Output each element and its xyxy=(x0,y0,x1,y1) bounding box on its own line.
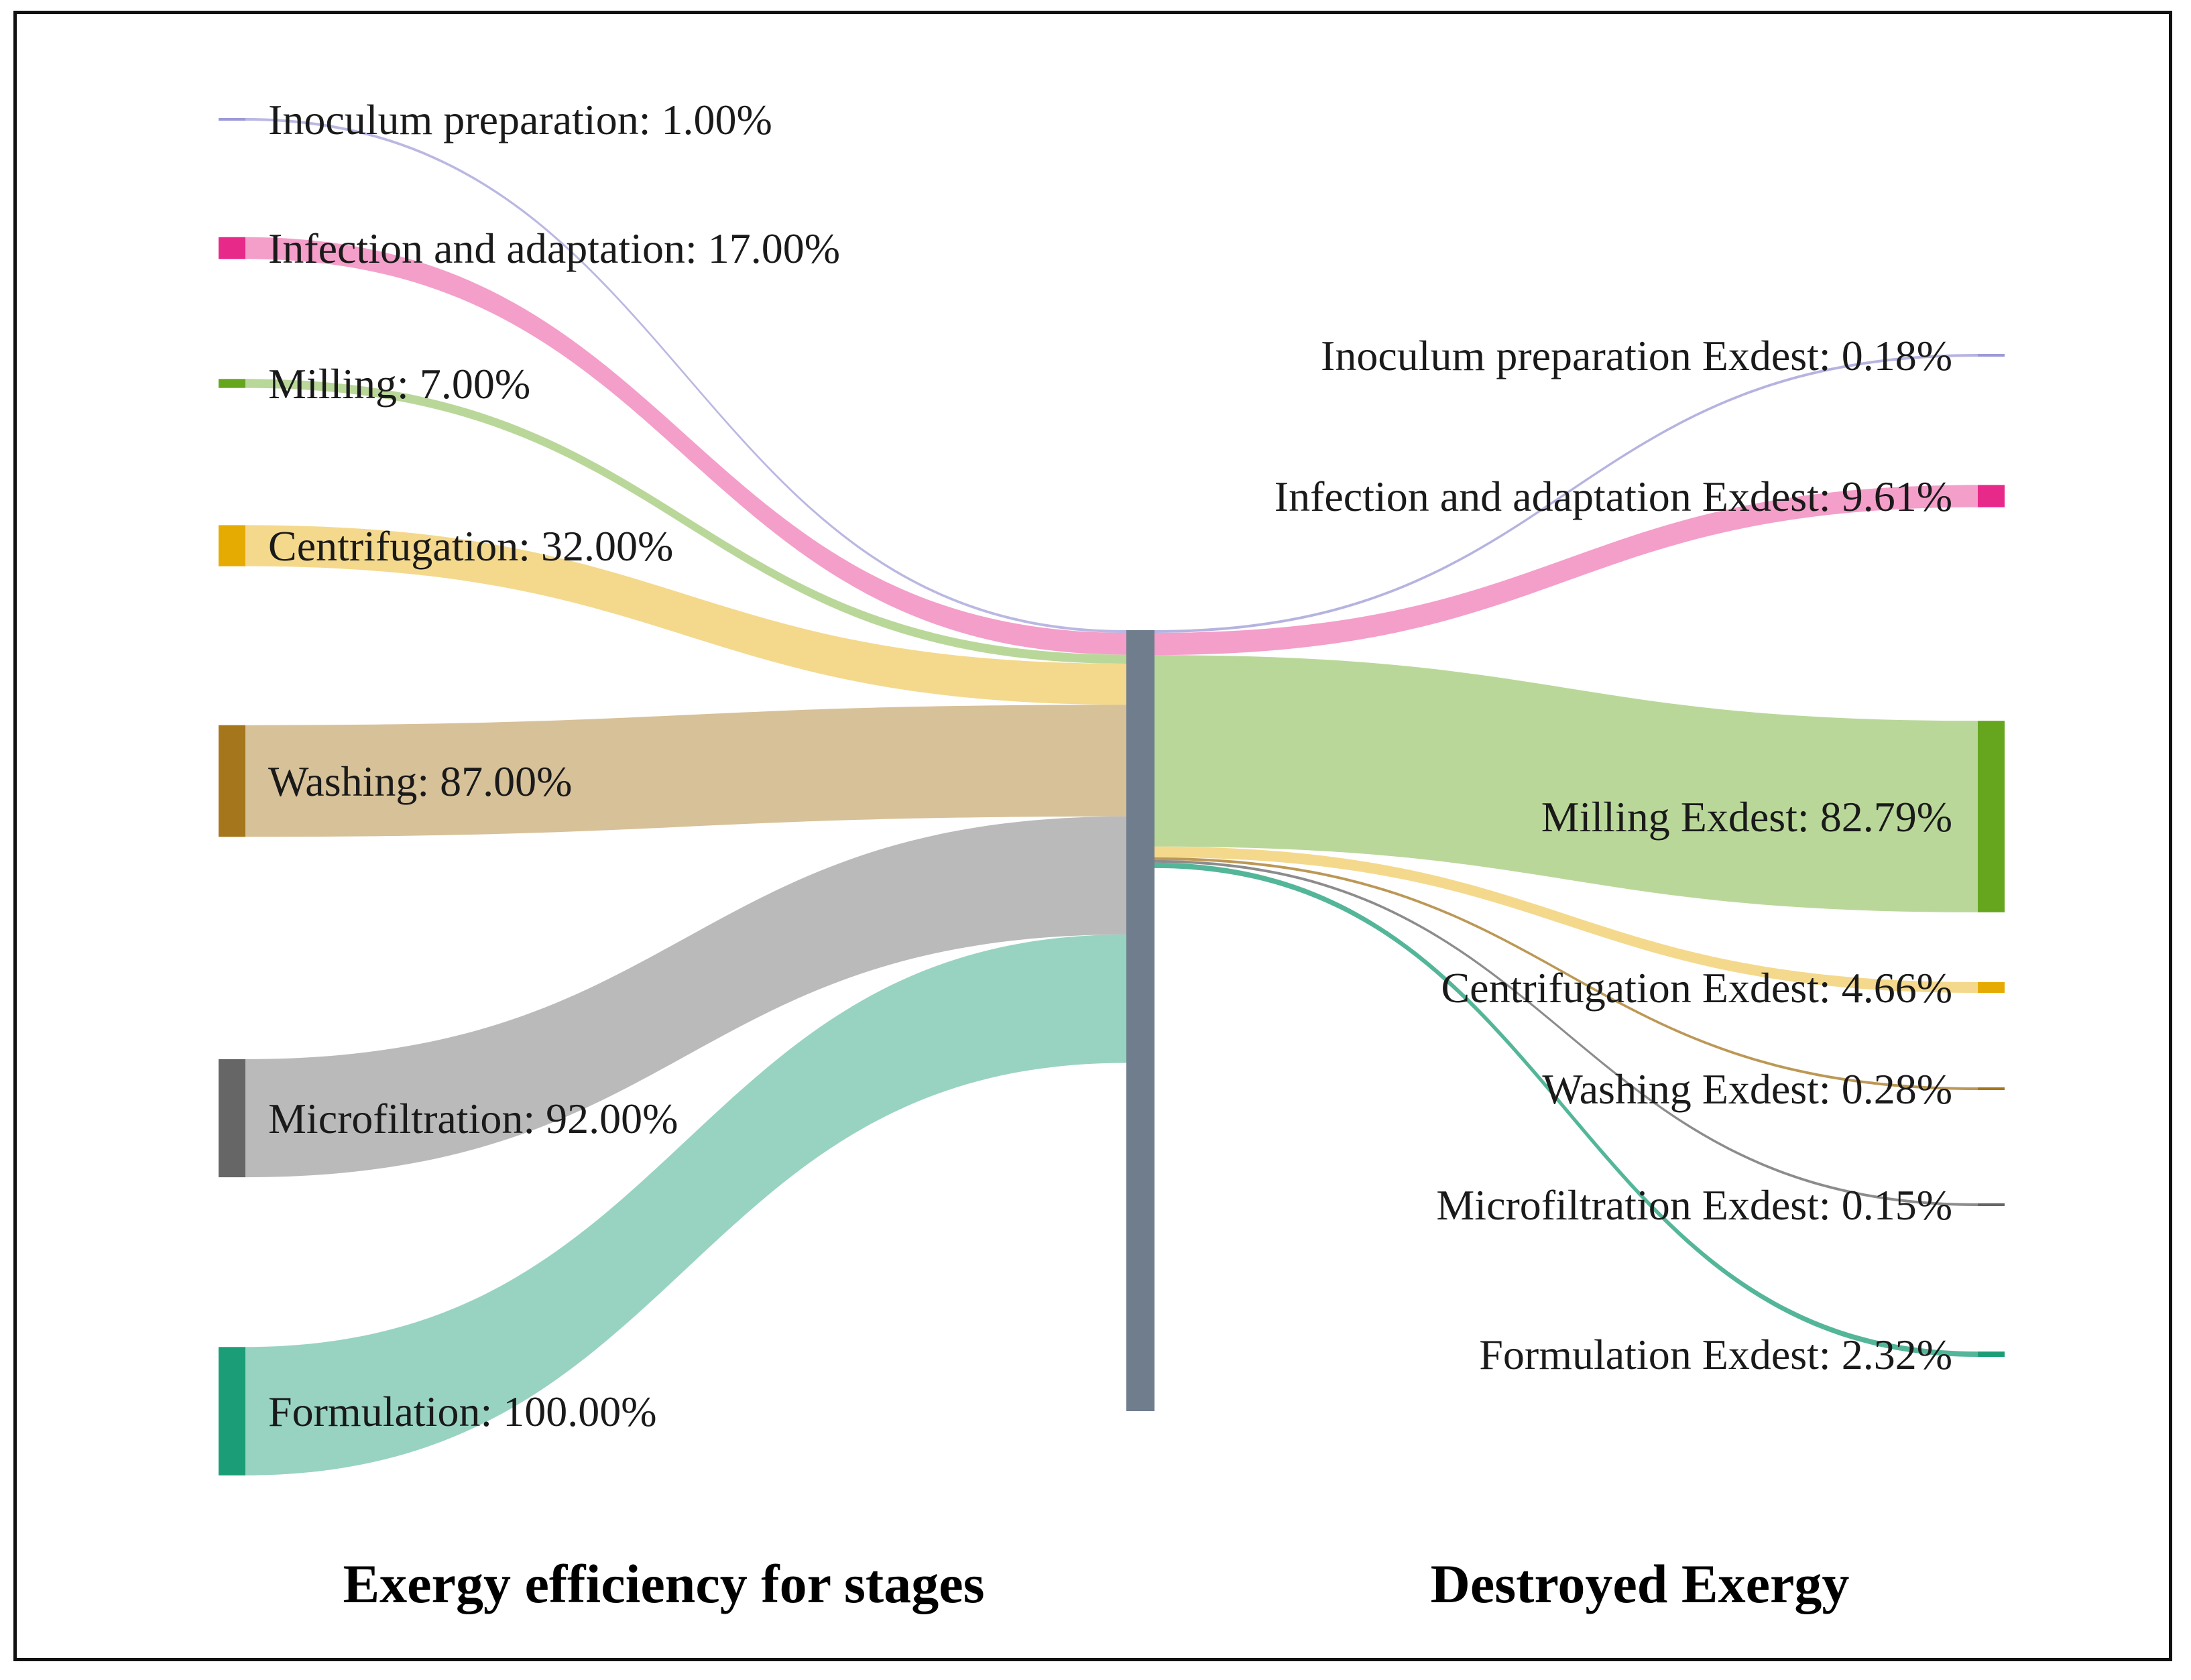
source-link-microfiltration xyxy=(245,816,1126,1178)
target-label-washing: Washing Exdest: 0.28% xyxy=(1542,1065,1952,1113)
source-label-infection: Infection and adaptation: 17.00% xyxy=(268,225,840,272)
target-link-inoculum xyxy=(1154,354,1978,633)
source-link-formulation xyxy=(245,934,1126,1476)
target-node-microfiltration xyxy=(1978,1203,2005,1206)
target-label-infection: Infection and adaptation Exdest: 9.61% xyxy=(1275,473,1952,520)
target-label-inoculum: Inoculum preparation Exdest: 0.18% xyxy=(1321,332,1952,379)
source-label-washing: Washing: 87.00% xyxy=(268,758,572,805)
target-link-milling xyxy=(1154,655,1978,912)
target-label-formulation: Formulation Exdest: 2.32% xyxy=(1479,1331,1952,1378)
target-node-infection xyxy=(1978,485,2005,507)
source-link-inoculum xyxy=(245,118,1126,633)
source-node-microfiltration xyxy=(219,1059,245,1178)
source-link-washing xyxy=(245,705,1126,837)
target-link-formulation xyxy=(1154,862,1978,1358)
source-node-infection xyxy=(219,237,245,259)
source-link-infection xyxy=(245,237,1126,655)
source-node-centrifugation xyxy=(219,525,245,566)
right-caption: Destroyed Exergy xyxy=(1431,1553,1850,1614)
figure-frame xyxy=(13,11,2172,1661)
source-node-milling xyxy=(219,379,245,388)
source-links xyxy=(245,118,1126,1476)
target-label-microfiltration: Microfiltration Exdest: 0.15% xyxy=(1436,1181,1952,1229)
target-node-milling xyxy=(1978,721,2005,912)
node-labels: Inoculum preparation: 1.00% Infection and… xyxy=(268,96,1952,1435)
source-label-formulation: Formulation: 100.00% xyxy=(268,1388,657,1435)
source-label-microfiltration: Microfiltration: 92.00% xyxy=(268,1095,678,1142)
source-label-inoculum: Inoculum preparation: 1.00% xyxy=(268,96,772,143)
target-node-inoculum xyxy=(1978,354,2005,357)
hub-node xyxy=(1126,630,1154,1411)
target-node-formulation xyxy=(1978,1351,2005,1358)
target-links xyxy=(1154,354,1978,1358)
target-link-microfiltration xyxy=(1154,859,1978,1206)
sankey-nodes xyxy=(219,118,2005,1476)
source-node-washing xyxy=(219,725,245,837)
target-link-washing xyxy=(1154,857,1978,1090)
source-link-centrifugation xyxy=(245,525,1126,705)
source-link-milling xyxy=(245,379,1126,664)
source-label-milling: Milling: 7.00% xyxy=(268,360,530,408)
source-label-centrifugation: Centrifugation: 32.00% xyxy=(268,522,673,570)
source-node-formulation xyxy=(219,1347,245,1476)
source-node-inoculum xyxy=(219,118,245,121)
target-link-centrifugation xyxy=(1154,846,1978,994)
target-node-washing xyxy=(1978,1087,2005,1090)
left-caption: Exergy efficiency for stages xyxy=(343,1553,984,1614)
target-link-infection xyxy=(1154,485,1978,656)
target-node-centrifugation xyxy=(1978,981,2005,994)
target-label-milling: Milling Exdest: 82.79% xyxy=(1541,793,1952,841)
target-label-centrifugation: Centrifugation Exdest: 4.66% xyxy=(1441,964,1952,1012)
